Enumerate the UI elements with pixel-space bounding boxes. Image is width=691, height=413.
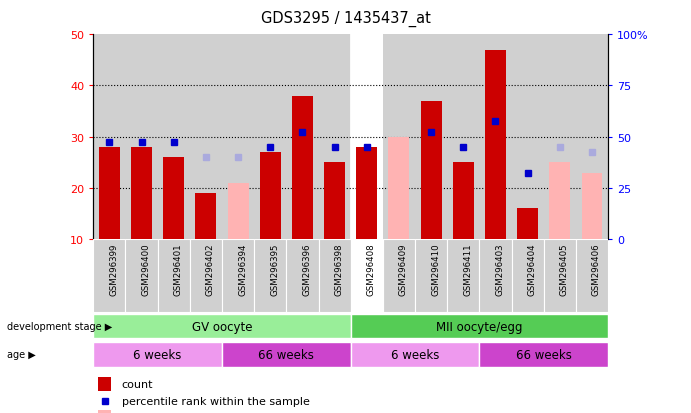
Bar <box>351 314 608 339</box>
Bar <box>544 240 576 312</box>
Bar <box>93 342 222 367</box>
Bar <box>131 147 152 240</box>
Bar <box>351 35 383 240</box>
Text: MII oocyte/egg: MII oocyte/egg <box>436 320 522 333</box>
Bar <box>126 35 158 240</box>
Bar <box>357 147 377 240</box>
Bar <box>254 240 286 312</box>
Text: GSM296408: GSM296408 <box>367 243 376 296</box>
Bar <box>582 173 603 240</box>
Text: GSM296396: GSM296396 <box>303 243 312 296</box>
Bar <box>98 377 111 392</box>
Bar <box>99 147 120 240</box>
Text: GSM296399: GSM296399 <box>109 243 118 295</box>
Text: age ▶: age ▶ <box>7 349 36 359</box>
Bar <box>319 240 351 312</box>
Bar <box>383 240 415 312</box>
Bar <box>383 35 415 240</box>
Bar <box>511 240 544 312</box>
Bar <box>421 102 442 240</box>
Bar <box>319 35 351 240</box>
Bar <box>190 35 222 240</box>
Bar <box>93 314 351 339</box>
Bar <box>196 194 216 240</box>
Bar <box>324 163 345 240</box>
Text: GSM296404: GSM296404 <box>528 243 537 296</box>
Bar <box>93 240 126 312</box>
Bar <box>549 163 570 240</box>
Text: GSM296403: GSM296403 <box>495 243 504 296</box>
Bar <box>453 163 474 240</box>
Bar <box>576 240 608 312</box>
Bar <box>351 240 383 312</box>
Text: GSM296411: GSM296411 <box>463 243 472 296</box>
Text: 66 weeks: 66 weeks <box>515 348 571 361</box>
Bar <box>517 209 538 240</box>
Bar <box>126 240 158 312</box>
Bar <box>227 183 249 240</box>
Bar <box>351 240 383 312</box>
Bar <box>447 35 480 240</box>
Bar <box>286 35 319 240</box>
Bar <box>351 35 383 240</box>
Text: GSM296402: GSM296402 <box>206 243 215 296</box>
Text: 66 weeks: 66 weeks <box>258 348 314 361</box>
Bar <box>222 35 254 240</box>
Bar <box>254 35 286 240</box>
Text: GSM296410: GSM296410 <box>431 243 440 296</box>
Text: GSM296409: GSM296409 <box>399 243 408 296</box>
Text: GV oocyte: GV oocyte <box>191 320 252 333</box>
Bar <box>190 240 222 312</box>
Text: count: count <box>122 379 153 389</box>
Bar <box>351 342 480 367</box>
Bar <box>163 158 184 240</box>
Bar <box>544 35 576 240</box>
Bar <box>576 35 608 240</box>
Bar <box>388 137 409 240</box>
Text: GSM296400: GSM296400 <box>142 243 151 296</box>
Bar <box>260 153 281 240</box>
Text: development stage ▶: development stage ▶ <box>7 321 112 331</box>
Bar <box>351 240 383 312</box>
Text: GSM296408: GSM296408 <box>367 243 376 296</box>
Text: GSM296406: GSM296406 <box>592 243 601 296</box>
Text: GSM296405: GSM296405 <box>560 243 569 296</box>
Text: GSM296395: GSM296395 <box>270 243 279 296</box>
Bar <box>98 410 111 413</box>
Bar <box>222 240 254 312</box>
Text: GSM296394: GSM296394 <box>238 243 247 296</box>
Bar <box>447 240 480 312</box>
Bar <box>511 35 544 240</box>
Bar <box>415 240 447 312</box>
Bar <box>222 342 351 367</box>
Bar <box>93 35 126 240</box>
Bar <box>292 97 313 240</box>
Text: GDS3295 / 1435437_at: GDS3295 / 1435437_at <box>261 10 430 26</box>
Bar <box>158 240 190 312</box>
Bar <box>286 240 319 312</box>
Text: GSM296401: GSM296401 <box>173 243 182 296</box>
Bar <box>158 35 190 240</box>
Text: GSM296398: GSM296398 <box>334 243 343 296</box>
Bar <box>480 342 608 367</box>
Text: 6 weeks: 6 weeks <box>391 348 439 361</box>
Bar <box>485 50 506 240</box>
Bar <box>480 35 511 240</box>
Bar <box>480 240 511 312</box>
Text: value, Detection Call = ABSENT: value, Detection Call = ABSENT <box>122 412 299 413</box>
Text: percentile rank within the sample: percentile rank within the sample <box>122 396 310 406</box>
Text: 6 weeks: 6 weeks <box>133 348 182 361</box>
Bar <box>415 35 447 240</box>
